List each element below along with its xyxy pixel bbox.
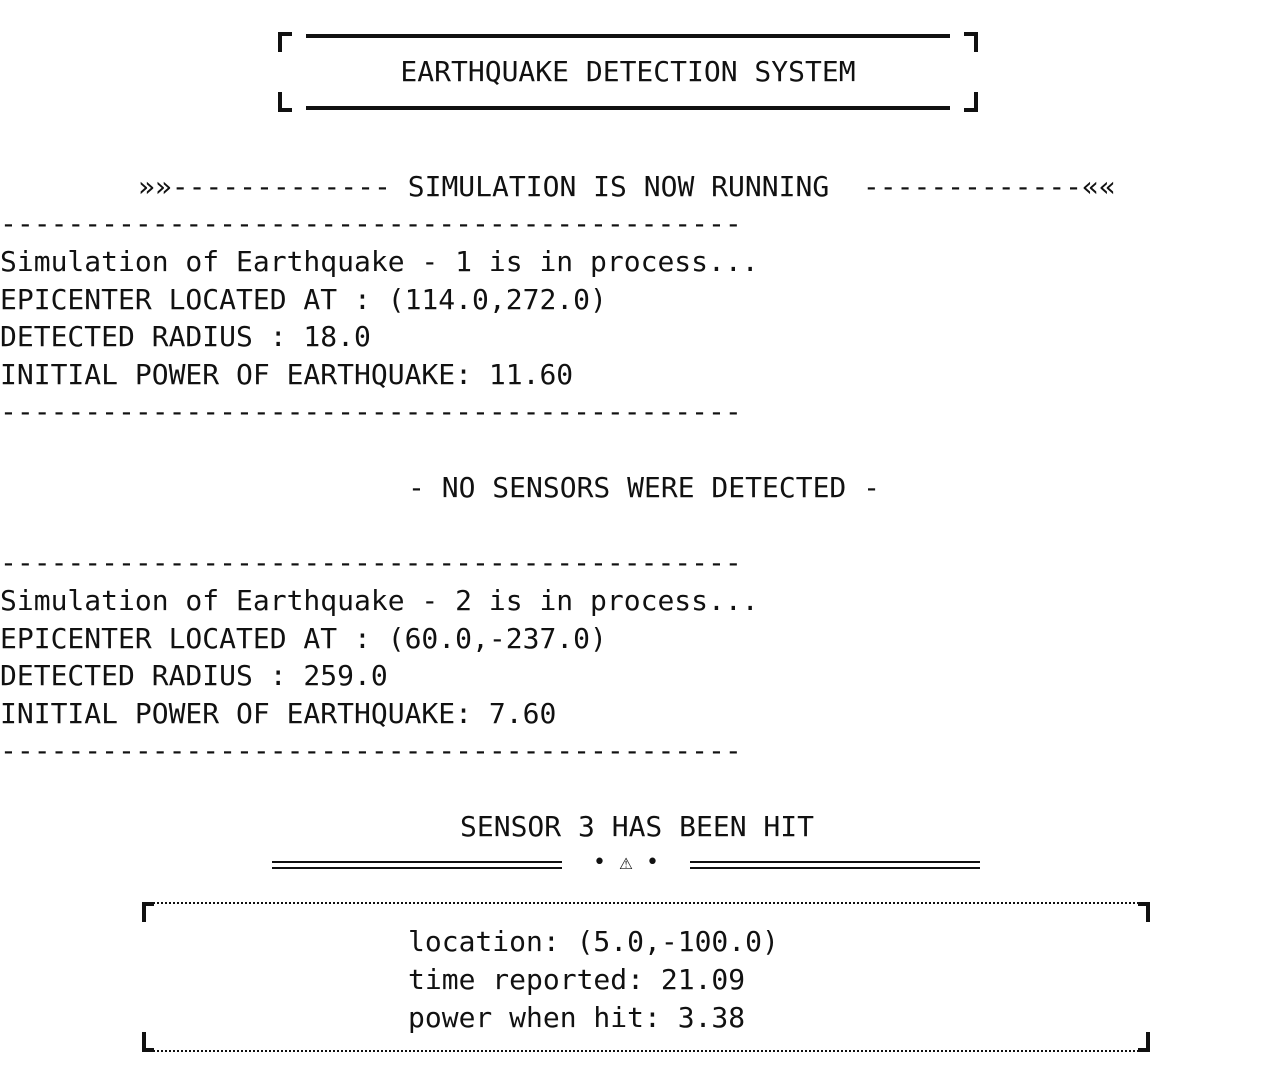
sensor-details-box: location: (5.0,-100.0) time reported: 21… — [142, 902, 1150, 1052]
separator-line: ----------------------------------------… — [0, 207, 742, 240]
banner-right-marker: -------------«« — [862, 170, 1116, 203]
eq1-radius: DETECTED RADIUS : 18.0 — [0, 320, 371, 353]
separator-line: ----------------------------------------… — [0, 395, 742, 428]
eq2-epicenter: EPICENTER LOCATED AT : (60.0,-237.0) — [0, 622, 607, 655]
sensor-details: location: (5.0,-100.0) time reported: 21… — [408, 923, 779, 1037]
sensor-location: location: (5.0,-100.0) — [408, 925, 779, 958]
double-rule — [690, 861, 980, 869]
sensor-time-reported: time reported: 21.09 — [408, 963, 746, 996]
box-corner — [142, 902, 154, 922]
box-corner — [142, 1032, 154, 1052]
box-rule — [150, 1050, 1142, 1052]
warning-icon: • ⚠ • — [592, 850, 660, 875]
frame-rule — [306, 106, 950, 110]
frame-rule — [306, 34, 950, 38]
frame-corner — [964, 92, 978, 112]
sensor-hit-heading: SENSOR 3 HAS BEEN HIT — [460, 810, 815, 843]
title-frame: EARTHQUAKE DETECTION SYSTEM — [278, 32, 978, 112]
banner-text: SIMULATION IS NOW RUNNING — [407, 170, 830, 203]
frame-corner — [964, 32, 978, 52]
separator-line: ----------------------------------------… — [0, 734, 742, 767]
eq1-epicenter: EPICENTER LOCATED AT : (114.0,272.0) — [0, 283, 607, 316]
box-corner — [1138, 1032, 1150, 1052]
running-banner: »»------------- SIMULATION IS NOW RUNNIN… — [138, 170, 1116, 204]
separator-line: ----------------------------------------… — [0, 546, 742, 579]
frame-corner — [278, 32, 292, 52]
frame-corner — [278, 92, 292, 112]
eq2-power: INITIAL POWER OF EARTHQUAKE: 7.60 — [0, 697, 557, 730]
eq2-radius: DETECTED RADIUS : 259.0 — [0, 659, 388, 692]
eq1-power: INITIAL POWER OF EARTHQUAKE: 11.60 — [0, 358, 574, 391]
eq2-status: Simulation of Earthquake - 2 is in proce… — [0, 584, 759, 617]
sensor-power-when-hit: power when hit: 3.38 — [408, 1001, 746, 1034]
warning-divider: • ⚠ • — [272, 850, 980, 878]
box-corner — [1138, 902, 1150, 922]
app-title: EARTHQUAKE DETECTION SYSTEM — [400, 55, 856, 88]
box-rule — [150, 902, 1142, 904]
eq1-status: Simulation of Earthquake - 1 is in proce… — [0, 245, 759, 278]
no-sensors-message: - NO SENSORS WERE DETECTED - — [408, 471, 881, 504]
double-rule — [272, 861, 562, 869]
banner-left-marker: »»------------- — [138, 170, 391, 203]
